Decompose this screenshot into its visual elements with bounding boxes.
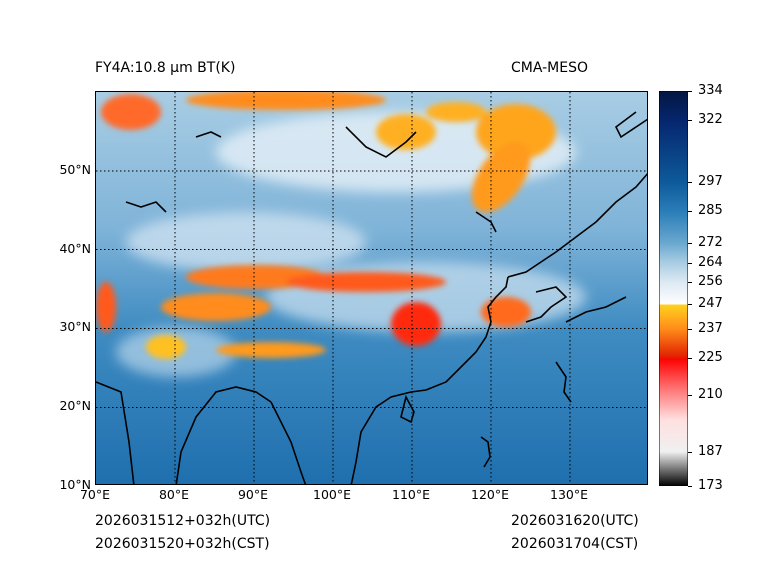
lon-tick-label: 100°E: [312, 487, 352, 502]
lat-tick-label: 30°N: [59, 319, 91, 335]
lon-tick-label: 130°E: [549, 487, 589, 502]
lon-tick-label: 120°E: [470, 487, 510, 502]
satellite-map: [95, 91, 648, 485]
colorbar-tick-label: 237: [698, 320, 723, 336]
colorbar-tick-mark: [688, 282, 692, 284]
colorbar-tick-label: 225: [698, 350, 723, 366]
colorbar-tick-label: 272: [698, 235, 723, 251]
colorbar-tick-mark: [688, 486, 692, 487]
colorbar-tick-mark: [688, 211, 692, 213]
graticule: [96, 92, 647, 484]
colorbar-tick-mark: [688, 451, 692, 453]
lon-tick-label: 110°E: [391, 487, 431, 502]
colorbar-tick-label: 210: [698, 387, 723, 403]
valid-time-cst: 2026031704(CST): [511, 536, 639, 552]
lat-tick-label: 50°N: [59, 161, 91, 177]
colorbar-tick-label: 264: [698, 254, 723, 270]
colorbar-tick-mark: [688, 262, 692, 264]
colorbar: [659, 91, 688, 486]
colorbar-tick-label: 297: [698, 173, 723, 189]
lon-tick-label: 80°E: [158, 487, 190, 502]
lat-tick-label: 10°N: [59, 477, 91, 492]
colorbar-tick-mark: [688, 328, 692, 330]
brightness-temperature-field: [96, 92, 647, 484]
product-title: FY4A:10.8 µm BT(K): [95, 60, 236, 76]
colorbar-tick-label: 173: [698, 478, 723, 493]
colorbar-tick-label: 247: [698, 296, 723, 312]
colorbar-tick-label: 187: [698, 443, 723, 459]
init-time-utc: 2026031512+032h(UTC): [95, 513, 271, 529]
lon-tick-label: 90°E: [237, 487, 269, 502]
colorbar-tick-label: 256: [698, 274, 723, 290]
cold-cloud-tops: [96, 92, 556, 359]
init-time-cst: 2026031520+032h(CST): [95, 536, 270, 552]
model-name: CMA-MESO: [511, 60, 589, 76]
colorbar-tick-mark: [688, 181, 692, 183]
valid-time-utc: 2026031620(UTC): [511, 513, 639, 529]
lon-tick-label: 70°E: [79, 487, 111, 502]
colorbar-tick-label: 322: [698, 112, 723, 128]
colorbar-tick-mark: [688, 304, 692, 306]
colorbar-tick-mark: [688, 243, 692, 245]
coastlines: [96, 111, 647, 484]
colorbar-tick-mark: [688, 91, 692, 92]
lat-tick-label: 20°N: [59, 398, 91, 414]
colorbar-tick-mark: [688, 358, 692, 360]
lat-tick-label: 40°N: [59, 240, 91, 256]
colorbar-tick-mark: [688, 120, 692, 122]
colorbar-tick-label: 285: [698, 203, 723, 219]
colorbar-tick-mark: [688, 395, 692, 397]
colorbar-tick-label: 334: [698, 83, 723, 98]
colorbar-ramp: [659, 91, 688, 486]
